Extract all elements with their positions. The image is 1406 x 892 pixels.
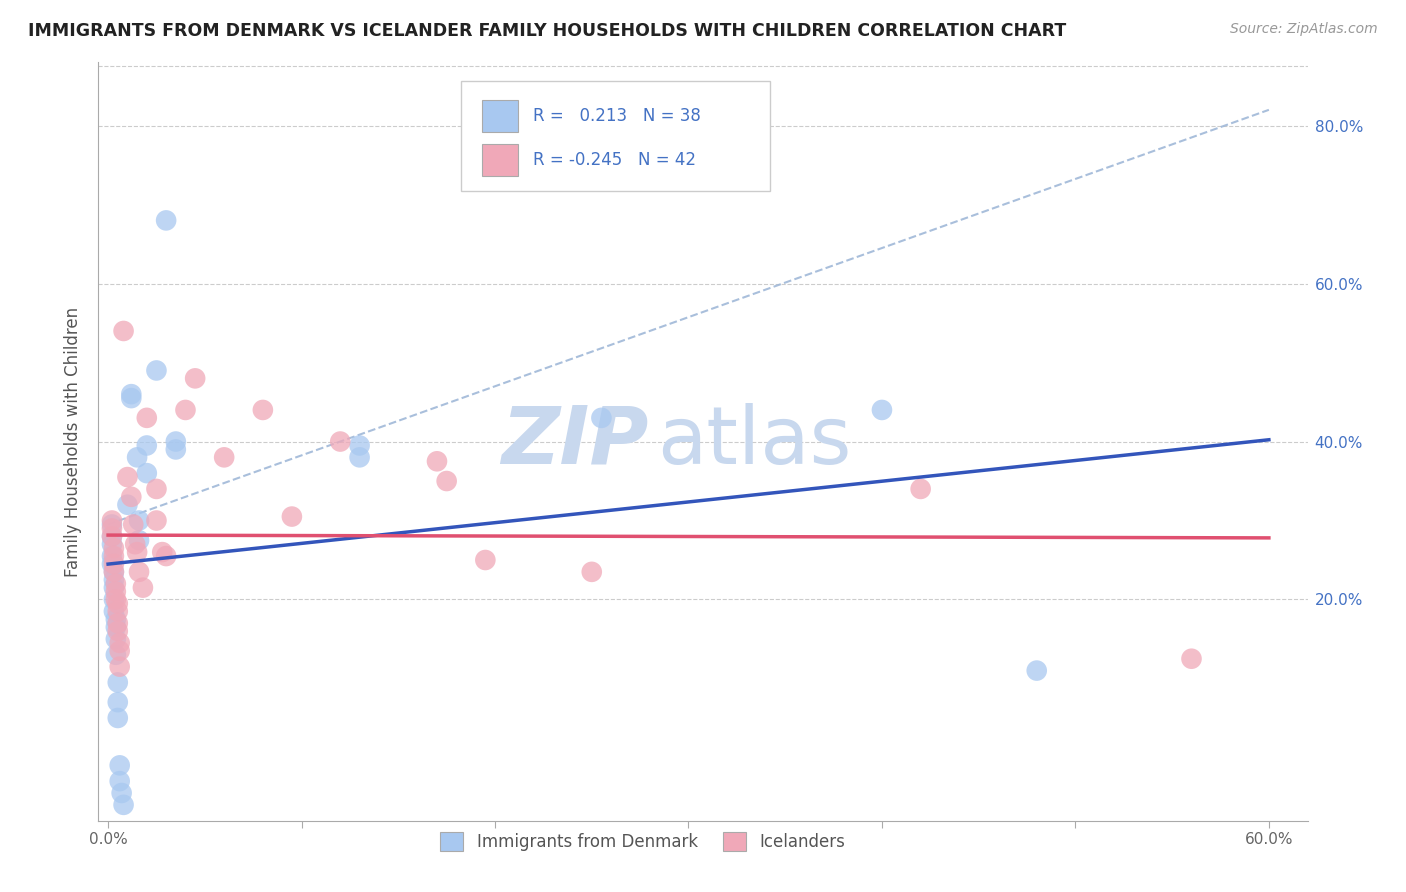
Point [145,514,167,528]
Point [103,549,125,563]
Point [474,553,496,567]
Point [165,434,187,449]
Point [165,442,187,457]
Point [591,410,613,425]
Point [117,470,139,484]
Point [120,391,142,405]
Point [103,541,125,556]
Point [135,438,157,452]
Point [132,581,155,595]
Text: atlas: atlas [657,402,852,481]
Legend: Immigrants from Denmark, Icelanders: Immigrants from Denmark, Icelanders [433,825,852,858]
Point [104,592,127,607]
Point [112,324,135,338]
Point [107,624,129,639]
Point [128,565,150,579]
Point [124,537,146,551]
Point [104,576,127,591]
Text: Source: ZipAtlas.com: Source: ZipAtlas.com [1230,22,1378,37]
Point [104,612,127,626]
Point [436,474,458,488]
Point [103,565,125,579]
Point [103,557,125,571]
Point [103,592,125,607]
Point [111,786,134,800]
Point [107,597,129,611]
Point [135,466,157,480]
Point [108,636,131,650]
Point [127,545,149,559]
Point [108,774,131,789]
Point [101,557,124,571]
Point [145,363,167,377]
Point [581,565,603,579]
Point [174,403,197,417]
Text: ZIP: ZIP [501,402,648,481]
Point [101,517,124,532]
Point [101,529,124,543]
Point [1025,664,1047,678]
Point [107,711,129,725]
Point [910,482,932,496]
FancyBboxPatch shape [482,101,517,132]
Point [127,450,149,465]
Text: R =   0.213   N = 38: R = 0.213 N = 38 [533,107,700,125]
Point [122,517,145,532]
Point [108,758,131,772]
Point [107,675,129,690]
Point [104,632,127,646]
Point [101,521,124,535]
Point [104,648,127,662]
FancyBboxPatch shape [461,81,769,191]
Point [103,604,125,618]
Point [870,403,893,417]
Point [101,549,124,563]
Y-axis label: Family Households with Children: Family Households with Children [65,307,83,576]
Point [426,454,449,468]
Point [101,537,124,551]
Point [252,403,274,417]
Point [107,695,129,709]
Point [120,387,142,401]
Point [108,659,131,673]
Point [349,450,371,465]
Point [184,371,207,385]
Point [155,213,177,227]
Point [104,584,127,599]
Point [103,573,125,587]
Point [108,644,131,658]
Point [107,604,129,618]
FancyBboxPatch shape [482,145,517,177]
Point [101,514,124,528]
Point [212,450,235,465]
Point [112,797,135,812]
Point [107,616,129,631]
Point [145,482,167,496]
Point [155,549,177,563]
Point [128,514,150,528]
Point [117,498,139,512]
Point [128,533,150,548]
Point [103,565,125,579]
Point [135,410,157,425]
Point [349,438,371,452]
Point [281,509,304,524]
Text: R = -0.245   N = 42: R = -0.245 N = 42 [533,152,696,169]
Point [329,434,352,449]
Point [120,490,142,504]
Point [101,529,124,543]
Point [104,620,127,634]
Point [103,581,125,595]
Point [150,545,173,559]
Point [1180,651,1202,665]
Text: IMMIGRANTS FROM DENMARK VS ICELANDER FAMILY HOUSEHOLDS WITH CHILDREN CORRELATION: IMMIGRANTS FROM DENMARK VS ICELANDER FAM… [28,22,1066,40]
